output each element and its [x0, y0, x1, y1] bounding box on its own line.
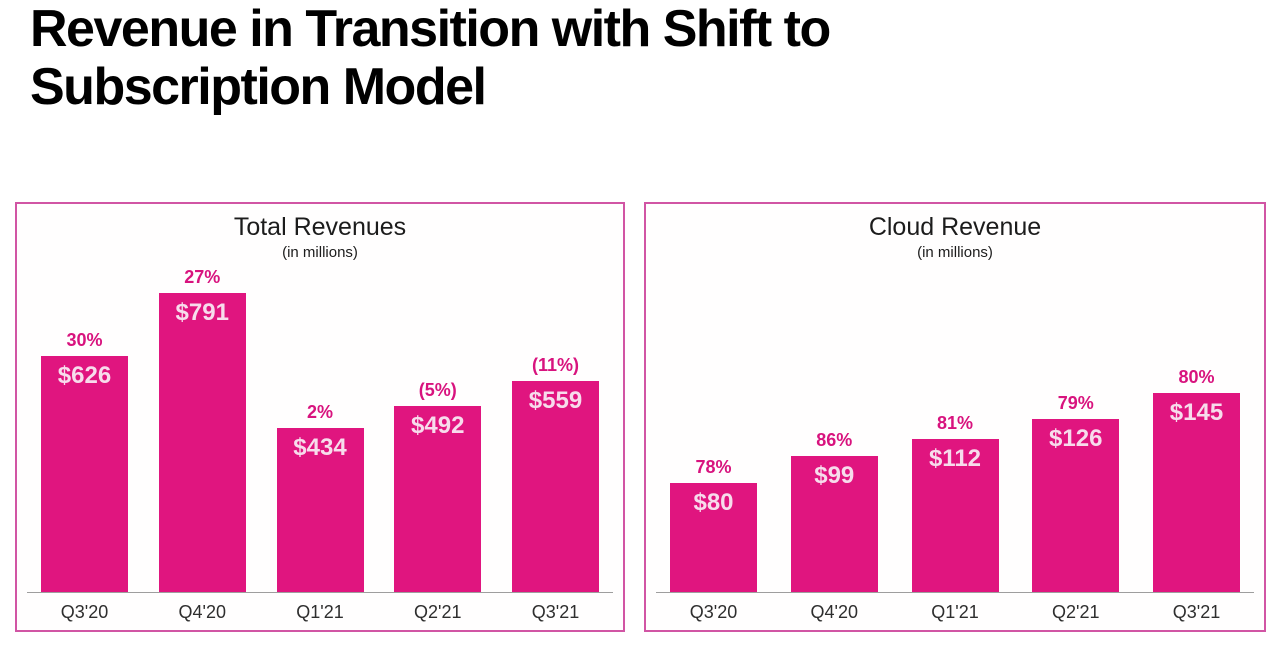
- chart-title-total-revenues: Total Revenues: [233, 213, 407, 241]
- bar-Q3'21: (11%) $559: [512, 355, 599, 593]
- growth-label: 2%: [306, 402, 333, 422]
- growth-label: 78%: [695, 457, 732, 477]
- bar-Q2'21: (5%) $492: [394, 380, 482, 593]
- bar-Q1'21: 2% $434: [276, 402, 364, 593]
- chart-subtitle-total-revenues: (in millions): [282, 244, 358, 261]
- cloud-revenue-plot-area: 78% $80 86% $99 81% $112 79% $126 80% $145: [670, 204, 1240, 593]
- x-axis-label: Q3'21: [531, 602, 580, 622]
- cloud-revenue-chart-panel: Cloud Revenue (in millions) 78% $80 86% $99…: [644, 202, 1266, 632]
- growth-label: 79%: [1057, 393, 1094, 413]
- total-revenues-plot-area: 30% $626 27% $791 2% $434 (5%) $492 (11%) $559: [41, 204, 599, 593]
- chart-subtitle-cloud-revenue: (in millions): [917, 244, 993, 261]
- growth-label: 86%: [816, 430, 853, 450]
- x-axis-label: Q2'21: [414, 602, 462, 622]
- total-revenues-chart-panel: Total Revenues (in millions) 30% $626 27% $…: [15, 202, 625, 632]
- value-label: $791: [175, 299, 229, 326]
- bar-Q4'20: 86% $99: [790, 430, 878, 593]
- x-axis-label: Q4'20: [178, 602, 226, 622]
- x-axis-label: Q3'20: [60, 602, 109, 622]
- bar-Q3'20: 78% $80: [670, 457, 757, 593]
- bar-Q4'20: 27% $791: [158, 267, 246, 593]
- page-title: Revenue in Transition with Shift to Subs…: [30, 0, 831, 117]
- x-axis-label: Q1'21: [931, 602, 979, 622]
- x-axis-labels-total-revenues: Q3'20 Q4'20 Q1'21 Q2'21 Q3'21: [41, 602, 599, 623]
- value-label: $80: [693, 489, 734, 516]
- bar-Q3'20: 30% $626: [41, 330, 128, 593]
- value-label: $126: [1049, 425, 1103, 452]
- value-label: $492: [411, 412, 465, 439]
- growth-label: (5%): [418, 380, 457, 400]
- value-label: $99: [814, 462, 855, 489]
- growth-label: 27%: [184, 267, 221, 287]
- value-label: $112: [928, 445, 982, 472]
- value-label: $626: [57, 362, 112, 389]
- growth-label: (11%): [531, 355, 580, 375]
- x-axis-label: Q4'20: [810, 602, 858, 622]
- growth-label: 81%: [936, 413, 974, 433]
- value-label: $145: [1169, 399, 1224, 426]
- x-axis-label: Q3'20: [689, 602, 738, 622]
- x-axis-line: [27, 592, 613, 593]
- x-axis-line: [656, 592, 1254, 593]
- bar-Q1'21: 81% $112: [911, 413, 999, 593]
- bar-Q2'21: 79% $126: [1032, 393, 1120, 593]
- growth-label: 80%: [1178, 367, 1215, 387]
- value-label: $559: [528, 387, 583, 414]
- chart-title-cloud-revenue: Cloud Revenue: [868, 213, 1042, 241]
- bar-Q3'21: 80% $145: [1153, 367, 1240, 593]
- x-axis-label: Q3'21: [1172, 602, 1221, 622]
- value-label: $434: [293, 434, 347, 461]
- x-axis-labels-cloud-revenue: Q3'20 Q4'20 Q1'21 Q2'21 Q3'21: [670, 602, 1240, 623]
- growth-label: 30%: [66, 330, 103, 350]
- x-axis-label: Q1'21: [296, 602, 344, 622]
- x-axis-label: Q2'21: [1052, 602, 1100, 622]
